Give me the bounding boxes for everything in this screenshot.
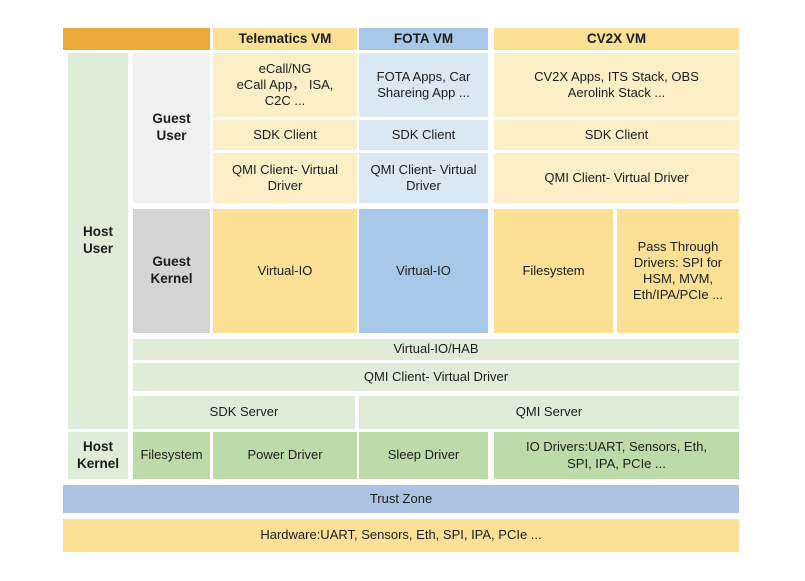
guest-user-label: Guest User [133,53,210,203]
fota-vm-header: FOTA VM [359,28,488,50]
trust-zone-bar: Trust Zone [63,485,739,513]
guest-kernel-label: Guest Kernel [133,209,210,333]
telematics-virtual-io-cell: Virtual-IO [213,209,357,333]
fota-qmi-client-cell: QMI Client- Virtual Driver [359,153,488,203]
cv2x-filesystem-cell: Filesystem [494,209,613,333]
host-kernel-label: Host Kernel [68,432,128,479]
fota-sdk-client-cell: SDK Client [359,120,488,150]
cv2x-passthrough-drivers-cell: Pass Through Drivers: SPI for HSM, MVM, … [617,209,739,333]
cv2x-vm-header: CV2X VM [494,28,739,50]
telematics-apps-cell: eCall/NG eCall App， ISA, C2C ... [213,53,357,117]
cv2x-apps-cell: CV2X Apps, ITS Stack, OBS Aerolink Stack… [494,53,739,117]
fota-virtual-io-cell: Virtual-IO [359,209,488,333]
cv2x-sdk-client-cell: SDK Client [494,120,739,150]
io-drivers-cell: IO Drivers:UART, Sensors, Eth, SPI, IPA,… [494,432,739,479]
sleep-driver-cell: Sleep Driver [359,432,488,479]
telematics-vm-header: Telematics VM [213,28,357,50]
hardware-bar: Hardware:UART, Sensors, Eth, SPI, IPA, P… [63,519,739,552]
cv2x-qmi-client-cell: QMI Client- Virtual Driver [494,153,739,203]
host-user-label: Host User [68,53,128,429]
host-kernel-filesystem-cell: Filesystem [133,432,210,479]
sdk-server-cell: SDK Server [133,396,355,429]
qmi-client-virtual-driver-bar: QMI Client- Virtual Driver [133,363,739,391]
telematics-qmi-client-cell: QMI Client- Virtual Driver [213,153,357,203]
orange-header-block [63,28,210,50]
virtual-io-hab-bar: Virtual-IO/HAB [133,339,739,360]
fota-apps-cell: FOTA Apps, Car Shareing App ... [359,53,488,117]
qmi-server-cell: QMI Server [359,396,739,429]
telematics-sdk-client-cell: SDK Client [213,120,357,150]
power-driver-cell: Power Driver [213,432,357,479]
